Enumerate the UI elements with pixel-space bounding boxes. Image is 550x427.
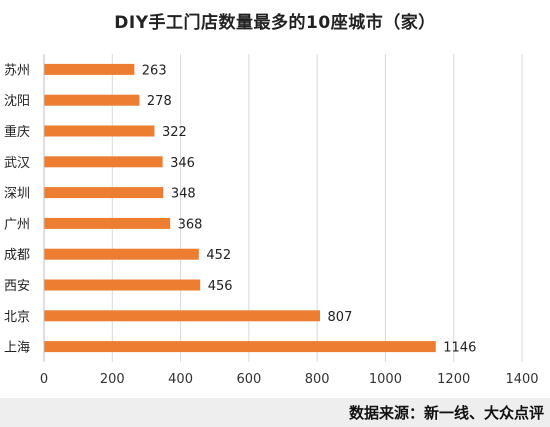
- data-label: 452: [206, 248, 231, 263]
- x-tick-label: 400: [168, 372, 193, 387]
- category-label: 上海: [4, 341, 30, 356]
- bar-layer: [44, 63, 436, 353]
- bar: [44, 310, 321, 322]
- source-text: 数据来源：新一线、大众点评: [348, 404, 544, 422]
- data-label: 346: [170, 156, 195, 171]
- category-label: 西安: [4, 279, 30, 294]
- category-label: 北京: [4, 310, 30, 325]
- category-label: 广州: [4, 217, 30, 232]
- data-label: 263: [142, 63, 167, 78]
- data-label: 456: [208, 279, 233, 294]
- category-label: 沈阳: [4, 94, 30, 109]
- data-label: 348: [171, 187, 196, 202]
- data-label: 807: [328, 310, 353, 325]
- data-label: 1146: [443, 341, 476, 356]
- bar-chart: 0 200 400 600 800 1000 1200 1400 苏州 263 沈阳 278 重庆 322…: [4, 54, 539, 387]
- x-tick-label: 0: [40, 372, 48, 387]
- data-label: 278: [147, 94, 172, 109]
- x-tick-label: 800: [305, 372, 330, 387]
- category-label: 深圳: [4, 187, 30, 202]
- label-layer: 0 200 400 600 800 1000 1200 1400 苏州 263 沈阳 278 重庆 322…: [4, 62, 539, 387]
- bar: [44, 248, 199, 260]
- source-bar: [0, 398, 550, 427]
- x-tick-label: 1400: [505, 372, 538, 387]
- bar: [44, 94, 140, 106]
- category-label: 成都: [4, 248, 30, 263]
- bar: [44, 63, 135, 75]
- x-tick-label: 200: [100, 372, 125, 387]
- data-label: 322: [162, 125, 187, 140]
- data-label: 368: [178, 217, 203, 232]
- bar: [44, 156, 163, 168]
- category-label: 武汉: [4, 156, 30, 171]
- x-tick-label: 1000: [369, 372, 402, 387]
- x-tick-label: 1200: [437, 372, 470, 387]
- bar: [44, 217, 171, 229]
- category-label: 重庆: [4, 124, 30, 140]
- category-label: 苏州: [4, 62, 30, 78]
- bar: [44, 125, 155, 137]
- bar: [44, 187, 164, 199]
- x-tick-label: 600: [236, 372, 261, 387]
- chart-title: DIY手工门店数量最多的10座城市（家）: [114, 13, 436, 33]
- bar: [44, 279, 201, 291]
- bar: [44, 341, 436, 353]
